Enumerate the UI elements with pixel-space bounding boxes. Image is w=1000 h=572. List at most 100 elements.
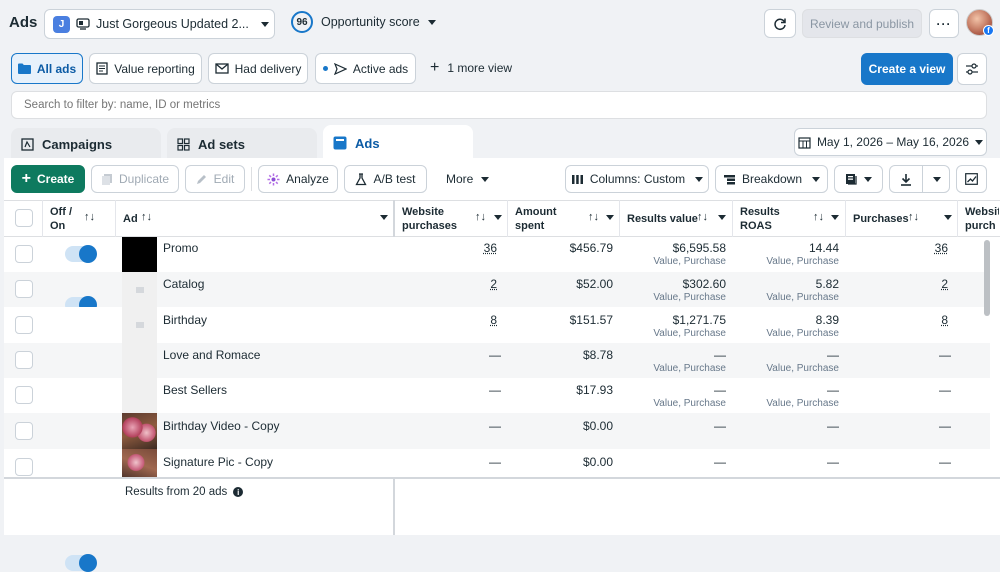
row-checkbox[interactable] — [15, 245, 33, 263]
row-checkbox[interactable] — [15, 316, 33, 334]
view-value-reporting[interactable]: Value reporting — [89, 53, 202, 84]
cell-purchases[interactable]: 8 — [846, 313, 948, 327]
col-header-results-roas[interactable]: Results ROAS — [740, 205, 785, 233]
vertical-scrollbar[interactable] — [984, 240, 990, 316]
columns-dropdown[interactable]: Columns: Custom — [565, 165, 709, 193]
delivery-toggle[interactable] — [65, 246, 95, 262]
ad-name[interactable]: Love and Romace — [163, 348, 260, 362]
ad-name[interactable]: Birthday Video - Copy — [163, 419, 280, 433]
cell-website-purchases[interactable]: 2 — [400, 277, 497, 291]
col-header-ad[interactable]: Ad — [123, 212, 138, 226]
cell-website-purchases: — — [400, 455, 501, 469]
cell-results-roas: — — [733, 419, 839, 433]
sort-icon[interactable]: ↑↓ — [141, 211, 152, 223]
col-header-website-purch-2[interactable]: Website purch — [965, 205, 999, 233]
ad-name[interactable]: Catalog — [163, 277, 204, 291]
frozen-divider-footer — [393, 477, 395, 535]
delivery-toggle[interactable] — [65, 555, 95, 571]
header-divider — [619, 200, 620, 237]
ab-test-label: A/B test — [373, 172, 415, 186]
cell-purchases[interactable]: 2 — [846, 277, 948, 291]
create-button[interactable]: + Create — [11, 165, 85, 193]
view-active-ads[interactable]: Active ads — [315, 53, 416, 84]
duplicate-button[interactable]: Duplicate — [91, 165, 179, 193]
row-checkbox[interactable] — [15, 386, 33, 404]
duplicate-icon — [101, 173, 113, 186]
toolbar-divider — [251, 167, 252, 191]
cell-purchases[interactable]: 36 — [846, 241, 948, 255]
col-header-offon[interactable]: Off / On — [50, 205, 80, 233]
row-checkbox[interactable] — [15, 458, 33, 476]
search-input[interactable] — [24, 99, 986, 111]
more-options-button[interactable]: ··· — [929, 9, 959, 38]
download-icon — [900, 173, 912, 186]
score-ring: 96 — [291, 11, 313, 33]
settings-sliders-button[interactable] — [957, 53, 987, 85]
ad-name[interactable]: Birthday — [163, 313, 207, 327]
tab-campaigns[interactable]: Campaigns — [11, 128, 161, 160]
reports-dropdown[interactable] — [834, 165, 883, 193]
sort-icon[interactable]: ↑↓ — [813, 211, 824, 223]
more-views-button[interactable]: + 1 more view — [430, 61, 512, 75]
col-header-results-value[interactable]: Results value — [627, 212, 698, 226]
sort-icon[interactable]: ↑↓ — [84, 211, 95, 223]
chevron-down-icon[interactable] — [494, 215, 502, 220]
columns-icon — [571, 174, 584, 185]
ad-name[interactable]: Best Sellers — [163, 383, 227, 397]
review-publish-button[interactable]: Review and publish — [802, 9, 922, 38]
row-checkbox[interactable] — [15, 351, 33, 369]
chevron-down-icon — [975, 140, 983, 145]
info-icon[interactable]: i — [233, 487, 243, 497]
chevron-down-icon[interactable] — [944, 215, 952, 220]
sort-icon[interactable]: ↑↓ — [588, 211, 599, 223]
cell-website-purchases[interactable]: 8 — [400, 313, 497, 327]
more-dropdown[interactable]: More — [446, 172, 489, 186]
campaign-icon — [21, 138, 34, 151]
account-selector[interactable]: J Just Gorgeous Updated 2... — [44, 9, 275, 39]
export-split-button[interactable] — [889, 165, 950, 193]
chevron-down-icon[interactable] — [718, 215, 726, 220]
view-label: Active ads — [353, 62, 408, 76]
create-view-button[interactable]: Create a view — [861, 53, 953, 85]
cell-results-value: — — [620, 455, 726, 469]
sort-icon[interactable]: ↑↓ — [908, 211, 919, 223]
row-checkbox[interactable] — [15, 280, 33, 298]
reports-icon — [845, 173, 858, 185]
cell-amount-spent: $151.57 — [510, 313, 613, 327]
sort-icon[interactable]: ↑↓ — [475, 211, 486, 223]
chevron-down-icon[interactable] — [606, 215, 614, 220]
cell-results-roas-sub: Value, Purchase — [733, 256, 839, 267]
refresh-button[interactable] — [764, 9, 796, 38]
row-checkbox[interactable] — [15, 422, 33, 440]
chevron-down-icon[interactable] — [380, 215, 388, 220]
col-header-purchases[interactable]: Purchases — [853, 212, 909, 226]
view-all-ads[interactable]: All ads — [11, 53, 83, 84]
date-range-picker[interactable]: May 1, 2026 – May 16, 2026 — [794, 128, 987, 156]
ad-thumbnail — [122, 449, 157, 479]
sort-icon[interactable]: ↑↓ — [697, 211, 708, 223]
cell-website-purchases[interactable]: 36 — [400, 241, 497, 255]
edit-button[interactable]: Edit — [185, 165, 245, 193]
search-bar[interactable] — [11, 91, 987, 119]
cell-website-purchases: — — [400, 383, 501, 397]
ad-name[interactable]: Promo — [163, 241, 198, 255]
chevron-down-icon[interactable] — [831, 215, 839, 220]
tab-ad-sets[interactable]: Ad sets — [167, 128, 317, 160]
col-header-website-purchases[interactable]: Website purchases — [402, 205, 462, 233]
ab-test-button[interactable]: A/B test — [344, 165, 427, 193]
tab-label: Ad sets — [198, 137, 245, 152]
cell-purchases: — — [846, 419, 951, 433]
breakdown-label: Breakdown — [742, 172, 802, 186]
select-all-checkbox[interactable] — [15, 209, 33, 227]
ads-icon — [333, 136, 347, 150]
charts-button[interactable] — [956, 165, 987, 193]
analyze-button[interactable]: Analyze — [258, 165, 338, 193]
tab-ads[interactable]: Ads — [323, 125, 473, 161]
view-had-delivery[interactable]: Had delivery — [208, 53, 308, 84]
ad-name[interactable]: Signature Pic - Copy — [163, 455, 273, 469]
opportunity-score[interactable]: 96 Opportunity score — [291, 11, 436, 33]
ad-thumbnail — [122, 378, 157, 413]
col-header-amount-spent[interactable]: Amount spent — [515, 205, 565, 233]
breakdown-dropdown[interactable]: Breakdown — [715, 165, 828, 193]
plus-icon: + — [22, 173, 31, 185]
